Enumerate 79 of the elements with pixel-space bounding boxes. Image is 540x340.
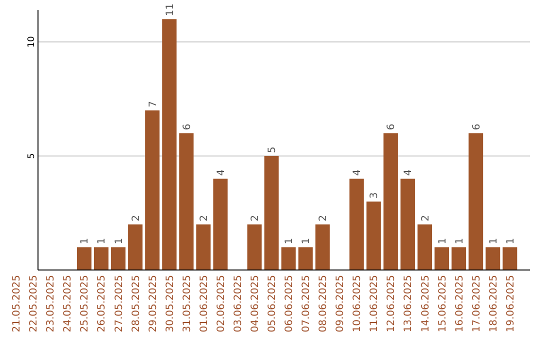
bar [179, 133, 194, 270]
data-label: 11 [164, 3, 176, 16]
data-label: 1 [505, 238, 516, 244]
bar [298, 247, 313, 270]
bar [145, 110, 160, 270]
bar [196, 224, 211, 270]
bar [247, 224, 262, 270]
x-tick-label: 14.06.2025 [420, 275, 432, 332]
data-label: 6 [386, 124, 398, 130]
data-label: 6 [471, 124, 482, 130]
bar [366, 202, 381, 270]
x-tick-label: 05.06.2025 [267, 275, 278, 332]
x-tick-label: 10.06.2025 [352, 275, 364, 332]
x-tick-label: 08.06.2025 [318, 275, 330, 332]
bar [315, 224, 330, 270]
data-label: 6 [182, 124, 193, 130]
x-tick-label: 26.05.2025 [96, 275, 108, 332]
data-label: 2 [318, 215, 330, 222]
data-label: 3 [369, 192, 380, 199]
bar [76, 247, 92, 270]
x-tick-label: 28.05.2025 [130, 275, 142, 332]
x-tick-label: 29.05.2025 [148, 275, 159, 332]
x-tick-label: 03.06.2025 [232, 275, 244, 332]
data-label: 4 [403, 169, 414, 176]
x-tick-label: 09.06.2025 [335, 275, 346, 332]
bar [213, 178, 228, 270]
data-label: 5 [267, 146, 278, 153]
x-tick-label: 17.06.2025 [471, 275, 482, 332]
data-label: 1 [96, 238, 108, 244]
bar [349, 178, 364, 270]
bar [400, 178, 415, 270]
x-tick-label: 23.05.2025 [46, 275, 57, 332]
data-label: 1 [488, 238, 500, 244]
data-label: 7 [148, 100, 159, 108]
x-tick-label: 18.06.2025 [488, 275, 500, 332]
bar [383, 133, 398, 270]
data-label: 2 [250, 215, 261, 222]
x-tick-label: 15.06.2025 [437, 275, 448, 332]
data-label: 4 [216, 169, 227, 176]
data-label: 2 [130, 215, 142, 222]
x-tick-label: 04.06.2025 [250, 275, 261, 332]
x-tick-label: 24.05.2025 [62, 275, 74, 332]
x-tick-label: 27.05.2025 [114, 275, 125, 332]
x-tick-label: 11.06.2025 [369, 275, 380, 332]
x-tick-label: 31.05.2025 [182, 275, 193, 332]
x-tick-label: 06.06.2025 [284, 275, 296, 332]
bar [128, 224, 143, 270]
x-tick-label: 25.05.2025 [80, 275, 91, 332]
data-label: 1 [114, 238, 125, 244]
bar [418, 224, 432, 270]
bar [486, 247, 500, 270]
data-label: 1 [80, 238, 91, 244]
x-tick-label: 13.06.2025 [403, 275, 414, 332]
bar [468, 133, 484, 270]
data-label: 1 [454, 238, 466, 244]
bar [502, 247, 518, 270]
x-tick-label: 19.06.2025 [505, 275, 516, 332]
x-tick-label: 21.05.2025 [12, 275, 23, 332]
x-tick-label: 22.05.2025 [28, 275, 40, 332]
x-tick-label: 30.05.2025 [164, 275, 176, 332]
bar [162, 19, 177, 270]
bar [434, 247, 450, 270]
data-label: 1 [284, 238, 296, 244]
bar [452, 247, 466, 270]
data-label: 1 [437, 238, 448, 244]
bar [111, 247, 126, 270]
x-tick-label: 07.06.2025 [301, 275, 312, 332]
data-label: 2 [420, 215, 432, 222]
data-label: 4 [352, 169, 364, 176]
x-tick-label: 02.06.2025 [216, 275, 227, 332]
data-label: 1 [301, 238, 312, 244]
x-tick-label: 16.06.2025 [454, 275, 466, 332]
bar [264, 156, 279, 270]
y-tick-label: 10 [27, 36, 37, 48]
x-tick-label: 12.06.2025 [386, 275, 398, 332]
data-label: 2 [198, 215, 210, 222]
bar [94, 247, 108, 270]
bar [281, 247, 296, 270]
x-tick-label: 01.06.2025 [198, 275, 210, 332]
